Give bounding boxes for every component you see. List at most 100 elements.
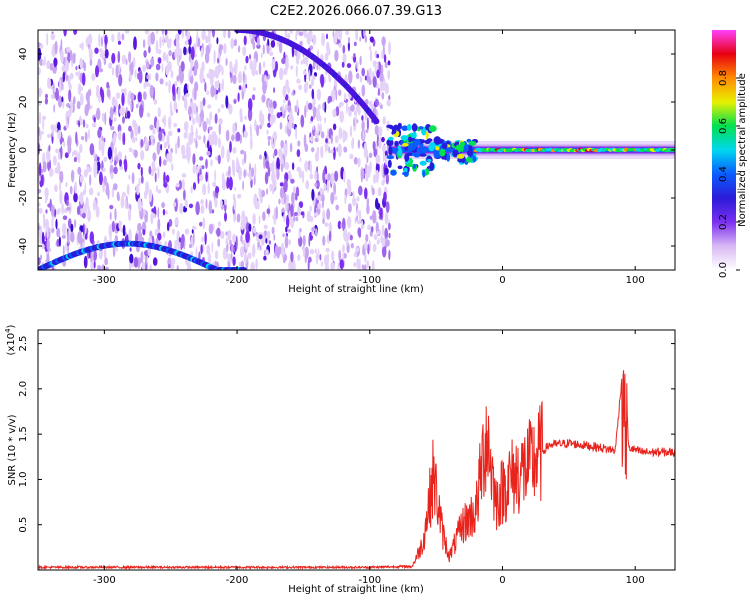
noise-speckle [383,54,387,63]
noise-speckle [94,155,98,161]
noise-speckle [84,181,87,195]
noise-speckle [216,227,221,237]
noise-speckle [70,223,74,233]
noise-speckle [238,166,243,181]
noise-speckle [66,206,71,211]
noise-speckle [284,235,289,249]
noise-speckle [39,58,43,66]
noise-speckle [352,197,356,207]
noise-speckle [84,131,88,143]
signal-mark [422,146,427,150]
noise-speckle [157,206,160,219]
noise-speckle [153,99,157,105]
noise-speckle [228,176,233,191]
noise-speckle [166,54,169,64]
noise-speckle [114,160,117,167]
noise-speckle [238,45,241,53]
noise-speckle [192,117,196,125]
noise-speckle [160,143,163,151]
noise-speckle [84,104,89,117]
noise-speckle [304,252,307,264]
noise-speckle [95,65,99,78]
noise-speckle [299,157,302,162]
noise-speckle [205,198,208,209]
noise-speckle [242,70,245,83]
noise-speckle [366,117,369,131]
noise-speckle [176,264,179,270]
noise-speckle [69,49,73,61]
noise-speckle [194,81,199,92]
noise-speckle [260,52,263,59]
noise-speckle [173,101,178,112]
noise-speckle [111,220,115,233]
noise-speckle [371,187,375,196]
noise-speckle [318,123,322,134]
noise-speckle [283,143,288,158]
noise-speckle [372,210,377,224]
signal-mark [468,140,477,146]
noise-speckle [300,211,305,216]
noise-speckle [88,33,93,46]
noise-speckle [54,184,58,193]
noise-speckle [205,158,208,169]
noise-speckle [124,158,128,173]
noise-speckle [128,51,132,63]
noise-speckle [373,148,378,158]
noise-speckle [314,228,318,237]
signal-mark [420,139,425,144]
noise-speckle [177,87,181,101]
noise-speckle [297,254,301,261]
noise-speckle [142,228,146,236]
noise-speckle [266,129,269,135]
noise-speckle [139,104,144,118]
noise-speckle [91,73,96,81]
noise-speckle [329,149,334,154]
noise-speckle [118,130,122,141]
noise-speckle [82,223,85,236]
noise-speckle [75,71,79,76]
noise-speckle [335,204,340,211]
noise-speckle [283,178,288,192]
noise-speckle [218,122,221,136]
noise-speckle [287,86,291,94]
noise-speckle [309,249,315,255]
noise-speckle [59,148,62,153]
signal-mark [429,141,436,149]
noise-speckle [200,47,204,58]
noise-speckle [77,166,82,175]
noise-speckle [232,122,236,135]
noise-speckle [152,257,158,266]
noise-speckle [322,196,324,209]
noise-speckle [226,253,231,259]
noise-speckle [113,166,118,175]
noise-speckle [158,130,163,142]
noise-speckle [102,182,105,193]
noise-speckle [364,35,367,43]
noise-speckle [199,221,203,227]
noise-speckle [366,69,369,84]
signal-mark [411,123,418,132]
signal-mark [402,171,409,176]
noise-speckle [162,33,165,47]
noise-speckle [55,87,59,101]
noise-speckle [233,99,237,104]
noise-speckle [347,40,350,52]
noise-speckle [298,84,302,91]
noise-speckle [320,261,324,267]
noise-speckle [85,123,89,129]
noise-speckle [200,109,205,122]
noise-speckle [47,133,51,138]
noise-speckle [218,64,223,71]
spectrogram-y-tick-label: 0 [18,147,29,153]
noise-speckle [312,75,316,80]
noise-speckle [357,106,361,116]
noise-speckle [183,46,187,56]
spectrogram-x-tick-label: 0 [499,275,505,286]
noise-speckle [137,222,142,232]
noise-speckle [258,62,262,75]
noise-speckle [247,252,252,260]
noise-speckle [314,137,319,143]
noise-speckle [83,255,88,269]
noise-speckle [231,244,234,253]
snr-y-label: SNR (10 * v/v) [7,414,18,485]
